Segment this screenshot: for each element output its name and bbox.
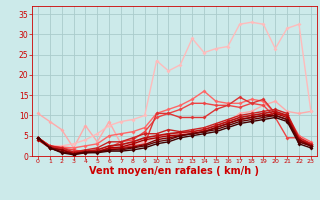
X-axis label: Vent moyen/en rafales ( km/h ): Vent moyen/en rafales ( km/h ): [89, 166, 260, 176]
